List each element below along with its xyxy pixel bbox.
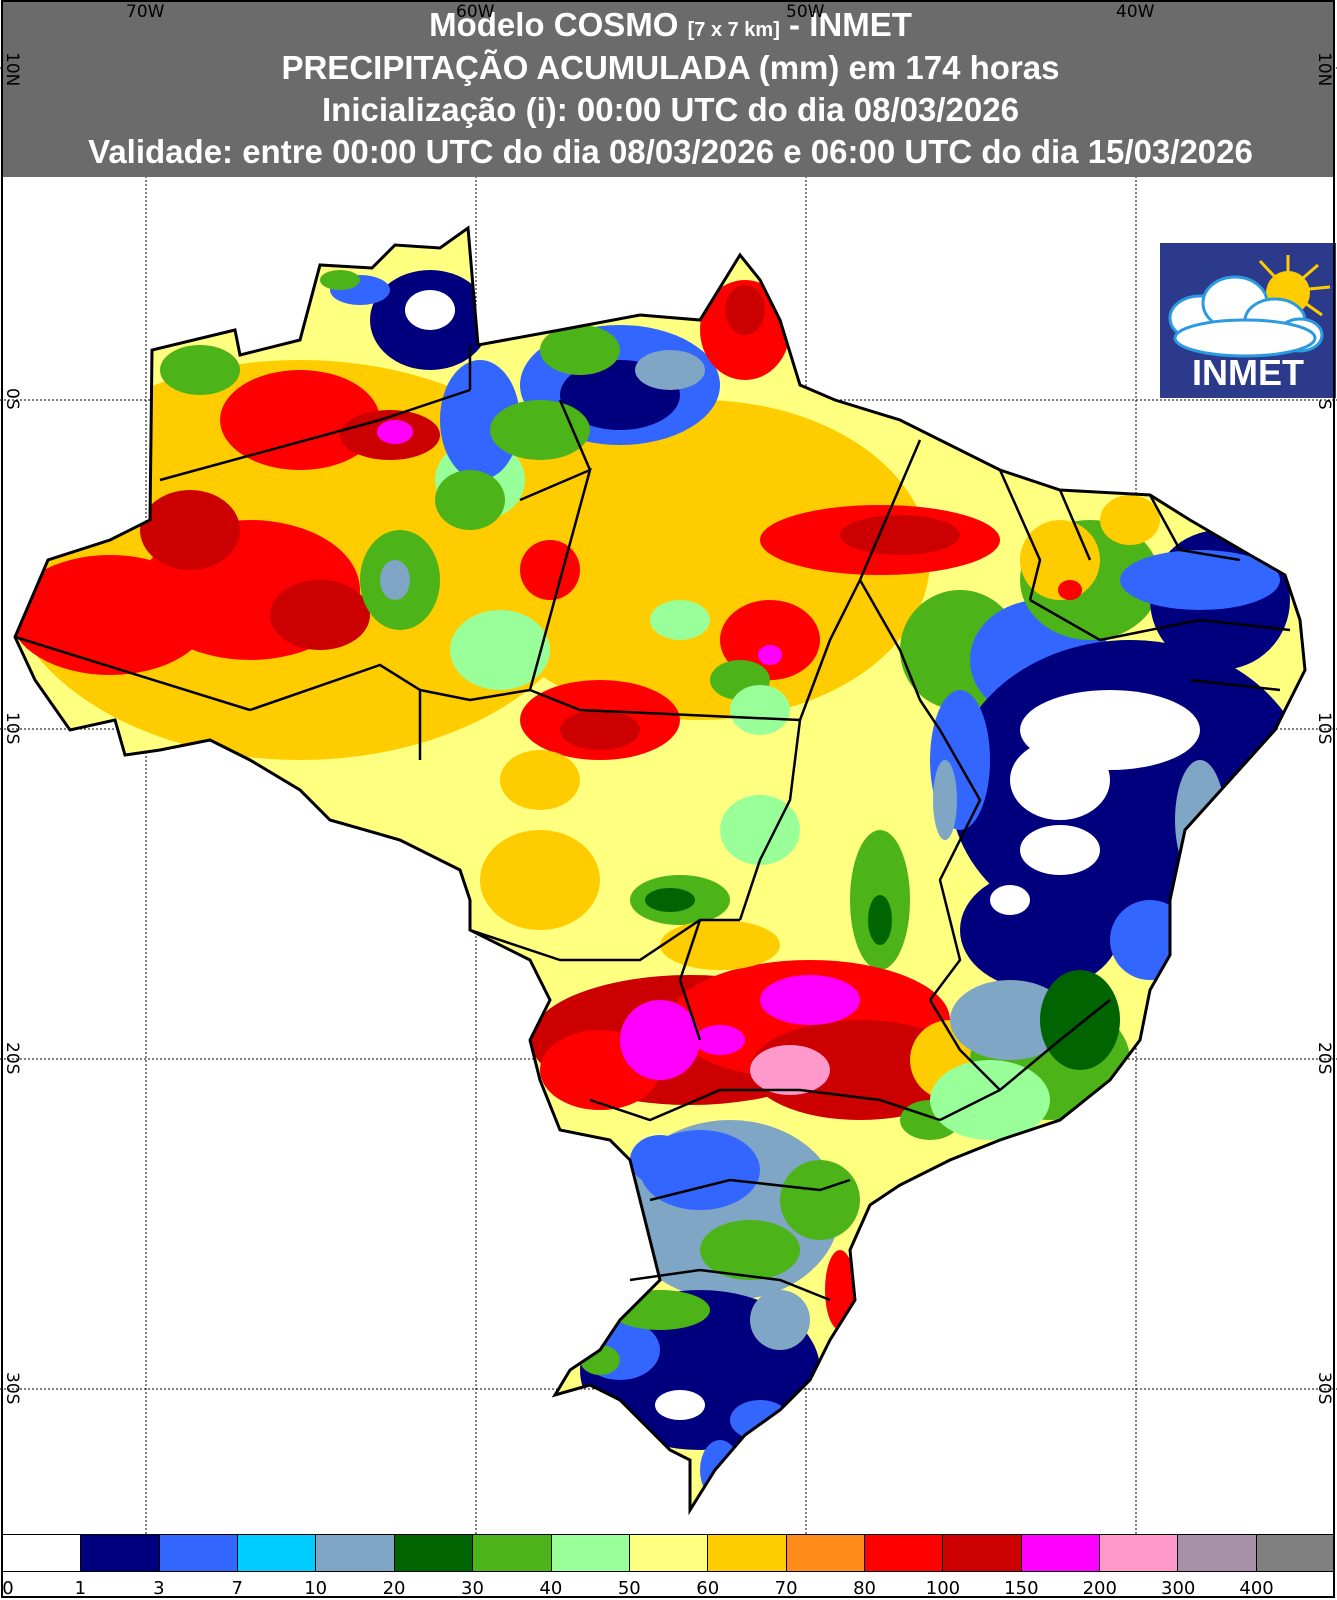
legend-swatch bbox=[1256, 1535, 1335, 1571]
title-line-2: PRECIPITAÇÃO ACUMULADA (mm) em 174 horas bbox=[281, 49, 1060, 86]
legend-swatch bbox=[316, 1535, 395, 1571]
model-resolution: [7 x 7 km] bbox=[687, 19, 780, 41]
title-line-1: Modelo COSMO [7 x 7 km] - INMET bbox=[2, 5, 1337, 50]
lon-label-40w: 40W bbox=[1116, 2, 1155, 22]
legend-label: 7 bbox=[231, 1578, 243, 1599]
legend-swatch bbox=[551, 1535, 630, 1571]
legend-swatch bbox=[786, 1535, 865, 1571]
lat-label-20s-right: 20S bbox=[1314, 1042, 1334, 1075]
lat-label-30s-left: 30S bbox=[2, 1372, 22, 1405]
legend-label: 20 bbox=[382, 1578, 406, 1599]
lon-label-70w: 70W bbox=[126, 2, 165, 22]
legend-swatch bbox=[238, 1535, 317, 1571]
legend-label: 200 bbox=[1082, 1578, 1117, 1599]
lat-label-10s-left: 10S bbox=[2, 712, 22, 745]
lat-label-10s-right: 10S bbox=[1314, 712, 1334, 745]
legend-label: 50 bbox=[617, 1578, 641, 1599]
legend-swatch bbox=[1178, 1535, 1257, 1571]
state-borders bbox=[14, 345, 1291, 1302]
legend-swatch bbox=[864, 1535, 944, 1571]
legend-label: 100 bbox=[925, 1578, 961, 1599]
lat-label-30s-right: 30S bbox=[1314, 1372, 1334, 1405]
title-bar: Modelo COSMO [7 x 7 km] - INMET PRECIPIT… bbox=[2, 0, 1335, 177]
sun-cloud-icon bbox=[1168, 255, 1331, 358]
lat-label-10n-right: 10N bbox=[1314, 52, 1334, 87]
legend-swatch bbox=[473, 1535, 552, 1571]
legend-label: 1 bbox=[74, 1578, 87, 1599]
legend-label: 400 bbox=[1239, 1578, 1274, 1599]
legend-label: 300 bbox=[1160, 1578, 1196, 1599]
agency-suffix: - INMET bbox=[789, 6, 912, 43]
model-name: Modelo COSMO bbox=[429, 6, 679, 43]
legend-colorbar bbox=[2, 1534, 1335, 1572]
legend-swatch bbox=[159, 1535, 239, 1571]
legend-swatch bbox=[3, 1535, 82, 1571]
inmet-logo: INMET bbox=[1160, 243, 1336, 398]
legend-swatch bbox=[1100, 1535, 1179, 1571]
legend-label: 150 bbox=[1004, 1578, 1039, 1599]
lat-label-20s-left: 20S bbox=[2, 1042, 22, 1075]
region-southeast-extreme bbox=[620, 1000, 700, 1080]
legend-swatch bbox=[1021, 1535, 1101, 1571]
legend-swatch bbox=[394, 1535, 474, 1571]
legend-swatch bbox=[943, 1535, 1022, 1571]
lon-label-50w: 50W bbox=[786, 2, 825, 22]
legend-label: 0 bbox=[2, 1578, 14, 1599]
legend-label: 70 bbox=[774, 1578, 798, 1599]
inmet-logo-text: INMET bbox=[1192, 352, 1304, 393]
legend-swatch bbox=[629, 1535, 709, 1571]
legend-label: 80 bbox=[853, 1578, 876, 1599]
legend-label: 60 bbox=[696, 1578, 720, 1599]
lat-label-0s-left: 0S bbox=[2, 388, 22, 410]
title-line-4: Validade: entre 00:00 UTC do dia 08/03/2… bbox=[88, 133, 1253, 170]
legend-label: 40 bbox=[539, 1578, 563, 1599]
title-line-3: Inicialização (i): 00:00 UTC do dia 08/0… bbox=[322, 91, 1019, 128]
lon-label-60w: 60W bbox=[456, 2, 495, 22]
legend-labels: 0 1 3 7 10 20 30 40 50 60 70 80 100 150 200 300 400 bbox=[0, 1578, 1337, 1600]
legend-label: 3 bbox=[153, 1578, 165, 1599]
legend-label: 10 bbox=[304, 1578, 328, 1599]
lat-label-10n-left: 10N bbox=[2, 52, 22, 87]
legend-label: 30 bbox=[461, 1578, 484, 1599]
legend-swatch bbox=[708, 1535, 787, 1571]
legend-swatch bbox=[81, 1535, 160, 1571]
